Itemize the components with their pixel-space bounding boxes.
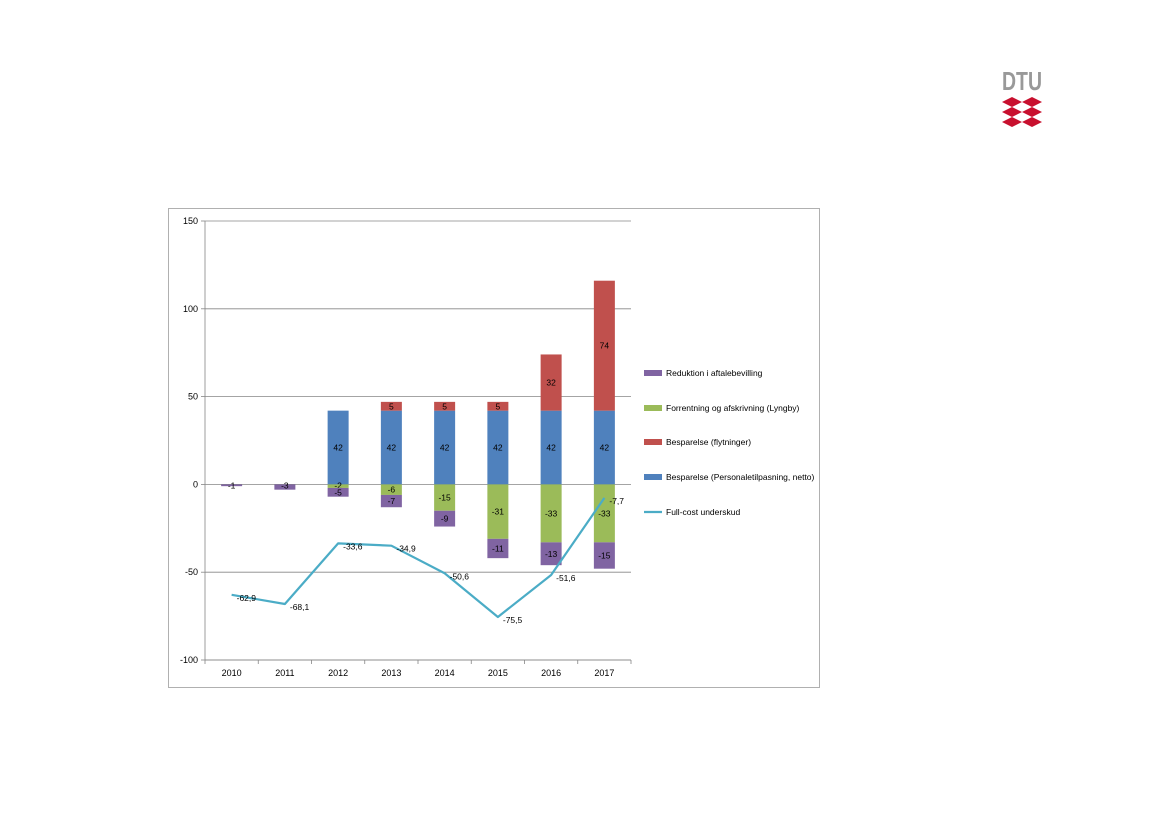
legend-swatch [644, 439, 662, 445]
bar-segment [540, 410, 562, 485]
bar-segment [327, 487, 349, 497]
bar-data-label: 42 [387, 443, 397, 453]
bar-data-label: 5 [496, 401, 501, 411]
legend-label: Besparelse (flytninger) [666, 437, 751, 447]
bar-data-label: -2 [334, 480, 342, 490]
bar-data-label: 32 [546, 378, 556, 388]
bar-segment [380, 410, 402, 485]
bar-data-label: 74 [600, 341, 610, 351]
chart-frame: 150 100 50 0 -50 -100 2010 2011 2012 2013 2014 2015… [168, 208, 820, 688]
bar-segment [380, 494, 402, 508]
dtu-logo: DTU [998, 66, 1046, 130]
bar-data-label: -1 [228, 480, 236, 490]
bar-data-label: 42 [333, 443, 343, 453]
bar-data-label: -5 [334, 487, 342, 497]
bar-segment [540, 484, 562, 543]
bar-data-label: -33 [545, 508, 558, 518]
bar-segment [434, 410, 456, 485]
bar-segment [434, 484, 456, 511]
x-tick-label: 2015 [488, 668, 508, 678]
bar-data-label: 5 [442, 401, 447, 411]
bar-segment [327, 410, 349, 485]
line-data-label: -50,6 [450, 571, 470, 581]
line-data-label: -51,6 [556, 573, 576, 583]
x-tick-label: 2012 [328, 668, 348, 678]
bar-segment [221, 484, 243, 487]
legend-swatch [644, 405, 662, 411]
bar-data-label: -9 [441, 514, 449, 524]
bar-segment [487, 538, 509, 559]
bar-segment [593, 542, 615, 569]
bar-segment [487, 401, 509, 411]
legend-label: Forrentning og afskrivning (Lyngby) [666, 403, 800, 413]
line-data-label: -33,6 [343, 541, 363, 551]
bar-data-label: -15 [598, 551, 611, 561]
bar-data-label: -13 [545, 549, 558, 559]
bar-data-label: -11 [492, 543, 504, 553]
bar-data-label: 42 [546, 443, 556, 453]
legend-swatch [644, 474, 662, 480]
bar-segment [380, 401, 402, 411]
legend-label: Full-cost underskud [666, 507, 740, 517]
y-tick-label: 0 [193, 479, 198, 489]
logo-waves [1002, 97, 1042, 127]
line-data-label: -75,5 [503, 615, 523, 625]
logo-wordmark: DTU [1002, 66, 1042, 96]
x-tick-label: 2014 [435, 668, 455, 678]
y-tick-label: 100 [183, 304, 198, 314]
line-data-label: -7,7 [609, 496, 624, 506]
y-tick-label: 50 [188, 392, 198, 402]
y-tick-label: 150 [183, 216, 198, 226]
bar-segment [593, 484, 615, 543]
bar-data-label: -15 [438, 493, 451, 503]
line-series [231, 497, 606, 619]
x-tick-label: 2016 [541, 668, 561, 678]
bar-segment [593, 280, 615, 411]
bar-data-label: 5 [389, 401, 394, 411]
bar-data-label: -6 [388, 485, 396, 495]
line-data-label: -34,9 [396, 544, 416, 554]
bar-segment [487, 484, 509, 539]
bar-data-label: -31 [492, 507, 505, 517]
dtu-logo-graphic: DTU [1002, 66, 1042, 127]
x-tick-label: 2017 [594, 668, 614, 678]
bar-data-label: -3 [281, 480, 289, 490]
bar-segment [540, 354, 562, 411]
y-tick-label: -100 [180, 655, 198, 665]
bar-segment [274, 484, 296, 490]
x-tick-label: 2010 [222, 668, 242, 678]
bar-segment [434, 401, 456, 411]
bar-data-label: 42 [493, 443, 503, 453]
line-data-label: -68,1 [290, 602, 310, 612]
legend-label: Reduktion i aftalebevilling [666, 368, 763, 378]
bar-data-label: 42 [600, 443, 610, 453]
line-data-label: -62,9 [237, 593, 257, 603]
bar-segment [540, 542, 562, 566]
bar-segment [434, 510, 456, 527]
bar-segment [487, 410, 509, 485]
bar-data-label: -33 [598, 508, 611, 518]
legend-swatch [644, 370, 662, 376]
y-tick-label: -50 [185, 567, 198, 577]
x-tick-label: 2013 [381, 668, 401, 678]
stacked-bar-line-chart: 150 100 50 0 -50 -100 2010 2011 2012 2013 2014 2015… [180, 216, 815, 678]
bar-data-label: -7 [388, 496, 396, 506]
bar-segment [380, 484, 402, 495]
legend-label: Besparelse (Personaletilpasning, netto) [666, 472, 815, 482]
bar-data-label: 42 [440, 443, 450, 453]
bar-segment [327, 484, 349, 488]
x-tick-label: 2011 [275, 668, 294, 678]
bar-segment [593, 410, 615, 485]
